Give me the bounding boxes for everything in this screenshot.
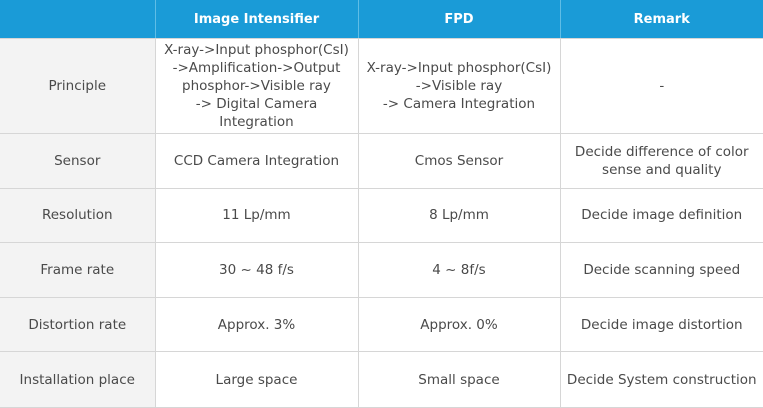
table-row: Resolution 11 Lp/mm 8 Lp/mm Decide image… [0,187,763,244]
row-label: Principle [0,37,156,135]
image-intensifier-cell: 30 ~ 48 f/s [154,242,359,298]
table-row: Installation place Large space Small spa… [0,351,763,408]
header-row: Image Intensifier FPD Remark [0,0,763,39]
remark-cell: Decide System construction [559,351,763,408]
image-intensifier-cell: Approx. 3% [154,296,359,353]
image-intensifier-cell: 11 Lp/mm [154,187,359,244]
table-row: Sensor CCD Camera Integration Cmos Senso… [0,133,763,189]
remark-cell: - [559,37,763,135]
header-corner [0,0,155,39]
fpd-cell: 8 Lp/mm [357,187,561,244]
fpd-cell: Cmos Sensor [357,133,561,189]
row-label: Sensor [0,133,156,189]
remark-cell: Decide image distortion [559,296,763,353]
table-row: Frame rate 30 ~ 48 f/s 4 ~ 8f/s Decide s… [0,242,763,298]
fpd-cell: 4 ~ 8f/s [357,242,561,298]
image-intensifier-cell: X-ray->Input phosphor(CsI) ->Amplificati… [154,37,359,135]
fpd-cell: Approx. 0% [357,296,561,353]
table-row: Principle X-ray->Input phosphor(CsI) ->A… [0,37,763,135]
table-row: Distortion rate Approx. 3% Approx. 0% De… [0,296,763,353]
image-intensifier-cell: CCD Camera Integration [154,133,359,189]
row-label: Resolution [0,187,156,244]
row-label: Installation place [0,351,156,408]
fpd-cell: Small space [357,351,561,408]
header-remark: Remark [559,0,763,39]
remark-cell: Decide scanning speed [559,242,763,298]
header-image-intensifier: Image Intensifier [154,0,358,39]
image-intensifier-cell: Large space [154,351,359,408]
remark-cell: Decide difference of color sense and qua… [559,133,763,189]
remark-cell: Decide image definition [559,187,763,244]
row-label: Frame rate [0,242,156,298]
row-label: Distortion rate [0,296,156,353]
fpd-cell: X-ray->Input phosphor(CsI) ->Visible ray… [357,37,561,135]
header-fpd: FPD [357,0,560,39]
